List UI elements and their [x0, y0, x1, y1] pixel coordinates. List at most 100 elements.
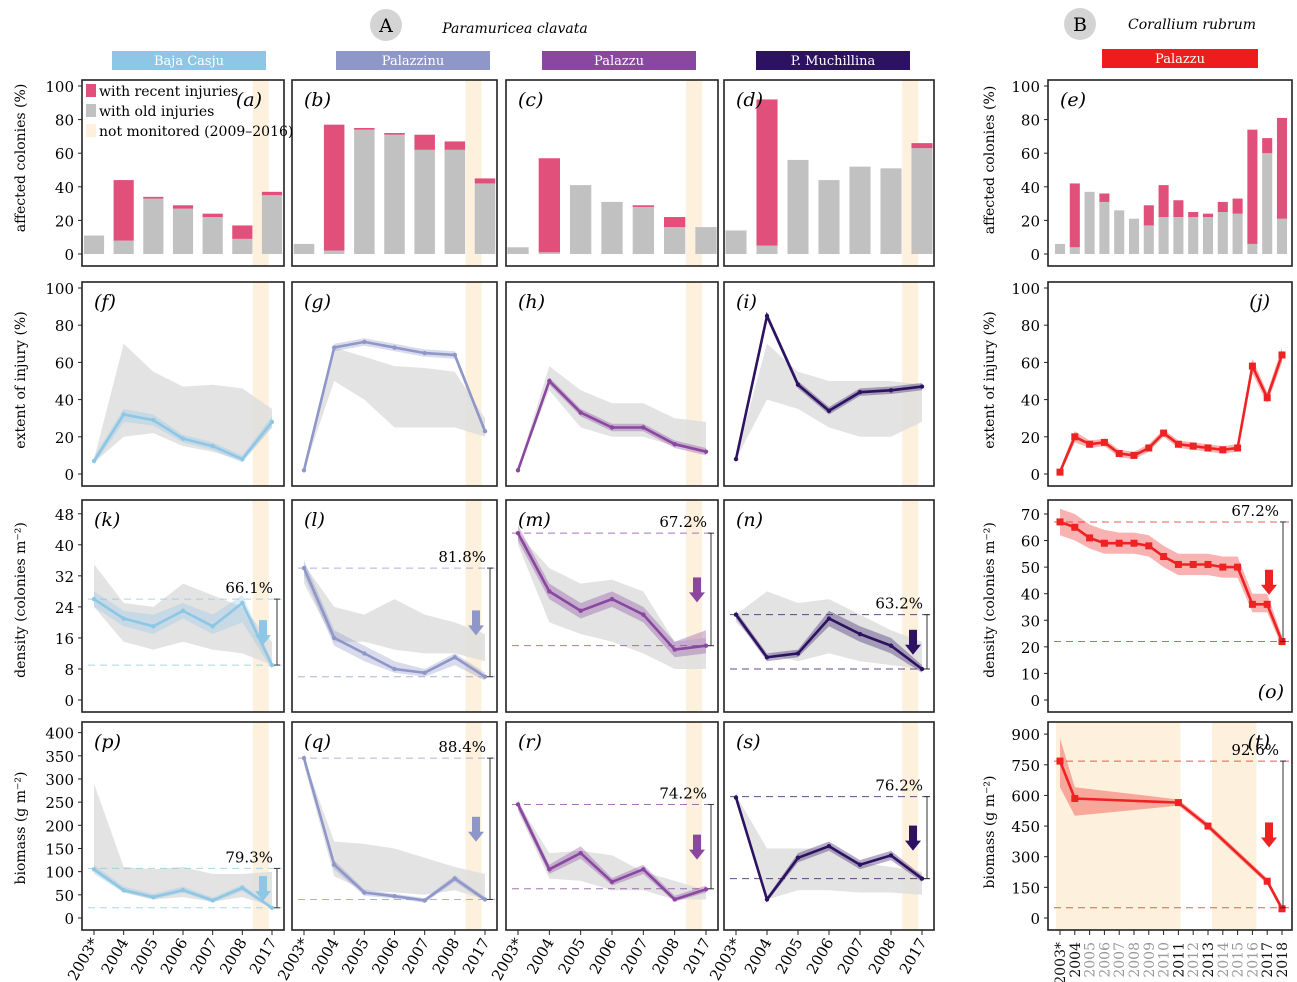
panel-r: 74.2% (r): [505, 721, 719, 931]
x-tick-label-col2: 2005: [554, 935, 589, 977]
panel-t-point: [1263, 877, 1271, 885]
panel-b-bar-recent: [323, 124, 345, 251]
panel-a-bar-recent: [172, 205, 194, 209]
panel-g-frame: [291, 281, 498, 487]
panel-a-bar-old: [113, 240, 134, 254]
panel-h: (h): [505, 281, 719, 487]
panel-a: 0 20 40 60 80 100 (a): [45, 78, 285, 267]
x-tick-label-colB: 2018: [1275, 942, 1291, 978]
panel-e-bar-recent: [1143, 205, 1154, 226]
panel-s-point: [826, 843, 832, 849]
x-tick-label-colB: 2003*: [1053, 942, 1069, 982]
panel-n-site-band: [736, 591, 922, 669]
panel-o-decline-pct: 67.2%: [1231, 502, 1279, 520]
panel-e-ytick-label: 0: [1030, 246, 1040, 264]
panel-o-point: [1086, 534, 1094, 542]
panel-e-bar-old: [1247, 243, 1258, 254]
panel-g-letter: (g): [304, 291, 331, 313]
panel-f-point: [151, 417, 156, 423]
panel-c-bar-old: [695, 227, 717, 254]
panel-i-point: [857, 389, 863, 395]
panel-e-bar-old: [1188, 217, 1199, 254]
panel-e-bar-recent: [1247, 129, 1258, 244]
x-tick-label-col3: 2006: [803, 935, 838, 977]
panel-t-point: [1204, 822, 1212, 830]
panel-f-point: [210, 443, 215, 449]
panel-o-point: [1234, 563, 1242, 571]
panel-l: 81.8% (l): [291, 499, 498, 713]
panel-j-ytick-label: 60: [1021, 354, 1040, 372]
panel-j-point: [1145, 444, 1153, 452]
panel-b: (b): [291, 79, 498, 267]
panel-p-ytick-label: 50: [55, 887, 74, 905]
panel-s-point: [857, 862, 863, 867]
y-title-biomass-a: biomass (g m⁻²): [13, 772, 29, 885]
panel-q-point: [362, 890, 367, 895]
site-banner-1-label: Palazzinu: [382, 54, 444, 69]
panel-b-bar-old: [444, 149, 466, 254]
panel-k: 66.1% 0 8 16 24 32 40 48 (k): [55, 499, 285, 713]
panel-h-unmonitored-band: [686, 282, 703, 486]
x-tick-label-col3: 2004: [741, 935, 776, 977]
panel-g: (g): [291, 281, 498, 487]
panel-e-bar-recent: [1188, 212, 1199, 218]
panel-a-bar-recent: [113, 180, 134, 241]
panel-f-ytick-label: 100: [45, 280, 74, 298]
site-banner-4-label: Palazzu: [1155, 52, 1205, 67]
panel-t-point: [1174, 799, 1182, 807]
panel-s-arrow-shaft: [909, 825, 917, 842]
panel-m-letter: (m): [518, 509, 551, 531]
panel-e-bar-old: [1262, 153, 1273, 254]
panel-o-ci-band: [1060, 508, 1282, 647]
panel-a-bar-old: [202, 217, 223, 254]
panel-t-unmonitored-band-2: [1212, 722, 1257, 930]
panel-p: 79.3% 0 50 100 150 200 250 300 350 400 (p): [45, 721, 285, 931]
panel-s-arrow-head: [905, 840, 921, 851]
panel-r-point: [672, 897, 677, 902]
panel-e-bar-recent: [1069, 183, 1080, 248]
panel-o-point: [1189, 560, 1197, 568]
panel-l-ci-band: [304, 560, 485, 681]
panel-h-frame: [505, 281, 719, 487]
panel-q-arrow-head: [468, 831, 484, 842]
panel-b-bar-old: [414, 149, 435, 254]
panel-m-point: [641, 612, 646, 617]
panel-l-point: [362, 651, 367, 656]
panel-n-arrow-head: [905, 644, 921, 655]
panel-f-unmonitored-band: [252, 282, 269, 486]
panel-q: 88.4% (q): [291, 721, 498, 931]
panel-i-frame: [723, 281, 935, 487]
species-a-name: Paramuricea clavata: [441, 21, 587, 37]
panel-o-arrow-head: [1261, 584, 1277, 595]
panel-f-ytick-label: 0: [64, 466, 74, 484]
panel-i-site-band: [736, 343, 922, 460]
panel-t-mean-line: [1058, 760, 1284, 910]
panel-l-unmonitored-band: [465, 500, 482, 712]
panel-o-point: [1263, 600, 1271, 608]
panel-o-ytick-label: 70: [1021, 506, 1040, 524]
panel-p-ytick-label: 400: [45, 725, 74, 743]
panel-c-unmonitored-band: [686, 80, 703, 266]
panel-e-bar-old: [1173, 217, 1184, 254]
panel-k-ci-band: [94, 591, 272, 669]
panel-e-bar-old: [1069, 247, 1080, 254]
x-tick-label-colB: 2010: [1157, 942, 1173, 978]
panel-p-point: [91, 867, 97, 872]
x-tick-label-colB: 2005: [1083, 942, 1099, 978]
panel-m-point: [578, 608, 583, 613]
panel-j-ytick-label: 80: [1021, 317, 1040, 335]
panel-r-arrow-shaft: [693, 834, 701, 851]
legend-label-0: with recent injuries: [99, 84, 238, 100]
panel-k-point: [180, 608, 186, 613]
panel-m: 67.2% (m): [505, 499, 719, 713]
panel-e-ytick-label: 80: [1021, 112, 1040, 130]
panel-k-ytick-label: 40: [55, 537, 74, 555]
panel-o-point: [1219, 563, 1227, 571]
panel-a-bar-old: [143, 198, 164, 254]
y-title-affected-a: affected colonies (%): [13, 84, 29, 233]
panel-f-point: [240, 456, 245, 462]
site-banner-4-bg: [1102, 49, 1258, 68]
x-tick-label-col2: 2003*: [488, 935, 527, 982]
panel-r-point: [547, 867, 552, 872]
